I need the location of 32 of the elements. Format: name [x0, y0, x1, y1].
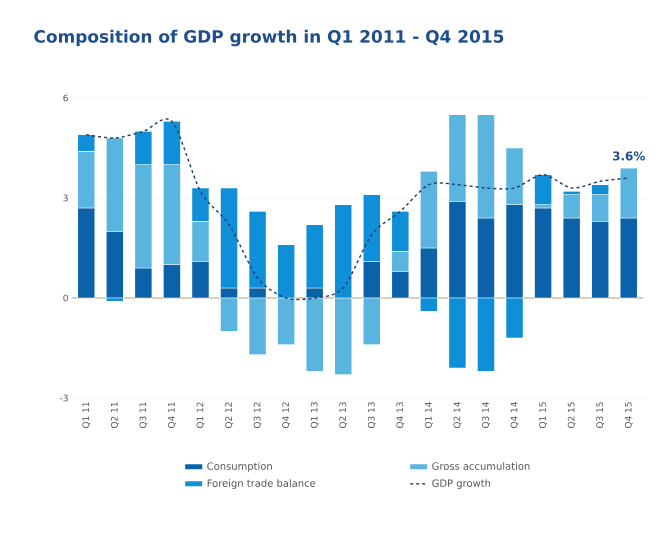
x-tick-label: Q1 15	[539, 402, 547, 428]
bar	[534, 208, 552, 298]
x-tick-label: Q4 12	[282, 402, 290, 428]
x-tick-label: Q2 12	[225, 402, 233, 428]
x-tick-label: Q1 13	[310, 402, 319, 428]
x-tick-label: Q2 13	[339, 402, 348, 428]
y-tick-label: 0	[63, 294, 68, 302]
x-tick-label: Q2 15	[568, 402, 576, 428]
x-tick-label: Q2 11	[110, 402, 119, 428]
y-tick-label: -3	[60, 394, 68, 402]
x-tick-label: Q3 13	[368, 402, 376, 428]
y-tick-label: 6	[63, 94, 68, 102]
legend-label: GDP growth	[432, 479, 490, 489]
x-tick-label: Q1 11	[82, 402, 90, 428]
x-tick-label: Q3 12	[254, 402, 262, 428]
x-tick-label: Q1 14	[424, 402, 433, 428]
x-tick-label: Q4 15	[624, 402, 633, 428]
x-tick-label: Q4 11	[168, 402, 176, 428]
y-tick-label: 3	[63, 194, 68, 202]
x-tick-label: Q3 11	[139, 402, 148, 428]
x-tick-label: Q4 13	[396, 402, 404, 428]
legend-label: Gross accumulation	[432, 462, 530, 470]
legend-label: Consumption	[207, 462, 272, 472]
bar	[534, 174, 552, 205]
x-tick-label: Q3 15	[596, 402, 604, 428]
x-tick-label: Q1 12	[196, 402, 204, 428]
x-tick-label: Q4 14	[510, 402, 518, 428]
x-tick-label: Q2 14	[454, 402, 462, 428]
annotation: 3.6%	[612, 151, 645, 160]
x-tick-label: Q3 14	[482, 402, 490, 428]
legend-label: Foreign trade balance	[208, 479, 316, 489]
chart-title: Composition of GDP growth in Q1 2011 - Q4 2015	[34, 30, 504, 46]
